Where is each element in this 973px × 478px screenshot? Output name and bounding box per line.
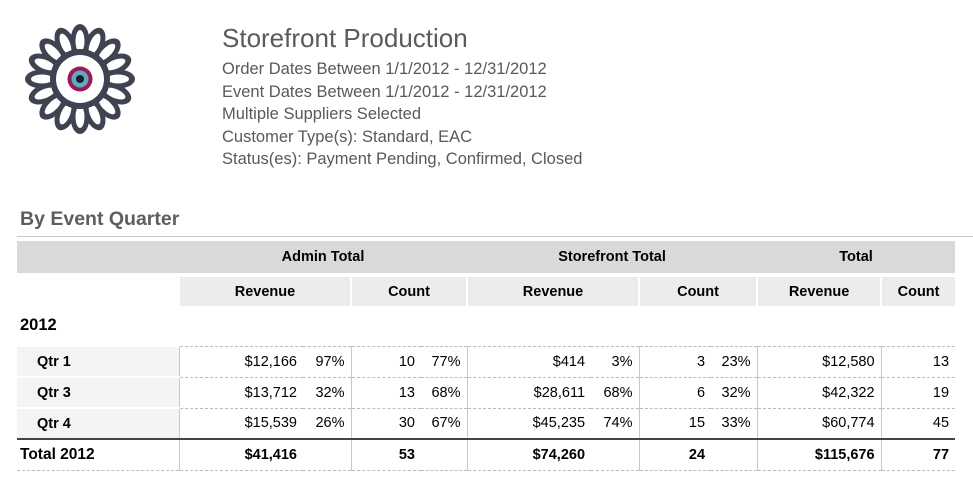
group-admin-total: Admin Total (179, 241, 468, 275)
row-label: Qtr 1 (17, 345, 179, 378)
empty-cell (303, 438, 351, 471)
empty-cell (591, 438, 640, 471)
admin-count: 30 (350, 408, 421, 440)
storefront-revenue-pct: 74% (591, 408, 640, 440)
filter-order-dates: Order Dates Between 1/1/2012 - 12/31/201… (222, 60, 547, 78)
storefront-revenue-pct: 3% (591, 345, 640, 378)
storefront-revenue: $414 (466, 345, 592, 378)
filter-event-dates: Event Dates Between 1/1/2012 - 12/31/201… (222, 82, 547, 101)
total-revenue: $12,580 (756, 345, 882, 378)
total-count: 45 (880, 408, 956, 440)
section-divider (17, 236, 973, 237)
total-row-label: Total 2012 (17, 438, 179, 471)
report-title: Storefront Production (222, 23, 468, 53)
year-label: 2012 (20, 316, 57, 334)
grand-count-total: 77 (880, 438, 956, 471)
storefront-count-total: 24 (638, 438, 712, 471)
storefront-count-pct: 33% (711, 408, 758, 440)
admin-count-pct: 67% (421, 408, 468, 440)
storefront-revenue-header: Revenue (466, 273, 640, 306)
storefront-revenue-total: $74,260 (466, 438, 592, 471)
table-row: Qtr 4 $15,539 26% 30 67% $45,235 74% 15 … (17, 407, 956, 440)
admin-revenue-pct: 97% (303, 345, 351, 378)
admin-revenue-total: $41,416 (178, 438, 303, 471)
admin-count-total: 53 (350, 438, 421, 471)
filter-customer-types: Customer Type(s): Standard, EAC (222, 127, 473, 146)
storefront-revenue-pct: 68% (591, 377, 640, 409)
group-storefront-total: Storefront Total (467, 241, 758, 275)
admin-revenue: $15,539 (178, 408, 303, 440)
admin-revenue-header: Revenue (178, 273, 351, 306)
grand-revenue-total: $115,676 (756, 438, 882, 471)
group-header-row: Admin Total Storefront Total Total (17, 241, 956, 275)
report-header: Storefront Production Order Dates Betwee… (222, 22, 582, 171)
admin-count-pct: 68% (421, 377, 468, 409)
filter-statuses: Status(es): Payment Pending, Confirmed, … (222, 150, 583, 168)
subheader-blank (17, 273, 179, 306)
admin-revenue-pct: 32% (303, 377, 351, 409)
storefront-revenue: $28,611 (466, 377, 592, 409)
empty-cell (421, 438, 468, 471)
admin-revenue: $12,166 (178, 345, 303, 378)
admin-count-pct: 77% (421, 345, 468, 378)
total-revenue: $42,322 (756, 377, 882, 409)
row-label: Qtr 4 (17, 407, 179, 440)
total-count: 13 (880, 345, 956, 378)
total-count-header: Count (880, 273, 956, 306)
subheader-row: Revenue Count Revenue Count Revenue Coun… (17, 273, 956, 306)
total-row: Total 2012 $41,416 53 $74,260 24 $115,67… (17, 438, 956, 471)
filter-suppliers: Multiple Suppliers Selected (222, 105, 422, 123)
empty-cell (711, 438, 758, 471)
corner-cell (17, 241, 179, 275)
section-title: By Event Quarter (20, 208, 180, 230)
group-total: Total (757, 241, 956, 275)
storefront-count-pct: 23% (711, 345, 758, 378)
admin-revenue: $13,712 (178, 377, 303, 409)
storefront-count: 6 (638, 377, 712, 409)
storefront-count: 3 (638, 345, 712, 378)
flower-eye-logo (25, 24, 135, 134)
event-quarter-table: Admin Total Storefront Total Total Reven… (17, 241, 956, 471)
admin-revenue-pct: 26% (303, 408, 351, 440)
total-count: 19 (880, 377, 956, 409)
total-revenue: $60,774 (756, 408, 882, 440)
year-row: 2012 (17, 306, 955, 346)
storefront-count: 15 (638, 408, 712, 440)
table-row: Qtr 1 $12,166 97% 10 77% $414 3% 3 23% $… (17, 345, 956, 378)
admin-count: 10 (350, 345, 421, 378)
total-revenue-header: Revenue (756, 273, 882, 306)
table-row: Qtr 3 $13,712 32% 13 68% $28,611 68% 6 3… (17, 376, 956, 409)
storefront-count-pct: 32% (711, 377, 758, 409)
admin-count: 13 (350, 377, 421, 409)
storefront-revenue: $45,235 (466, 408, 592, 440)
admin-count-header: Count (349, 273, 468, 306)
storefront-count-header: Count (638, 273, 758, 306)
row-label: Qtr 3 (17, 376, 179, 409)
